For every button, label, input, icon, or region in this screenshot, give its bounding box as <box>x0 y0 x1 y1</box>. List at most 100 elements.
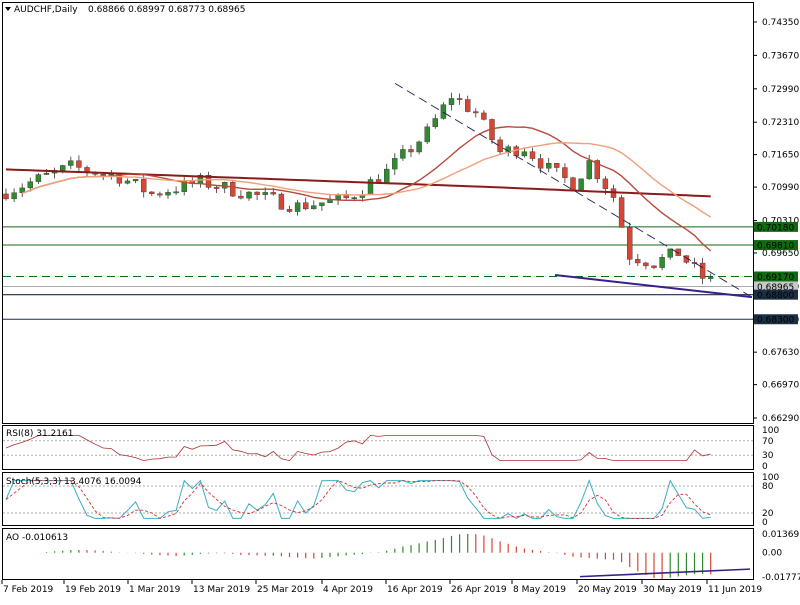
axis-layer: 0.74350 0.73670 0.72990 0.72310 0.71650 0.709… <box>1 18 800 595</box>
stoch-ytick-label: 20 <box>762 509 774 519</box>
candle-body <box>100 174 106 176</box>
level-label-bg <box>754 314 798 325</box>
rsi-panel-border <box>2 425 754 470</box>
chart-title-symbol: AUDCHF,Daily <box>14 5 78 15</box>
candle-body <box>481 112 487 120</box>
candle-body <box>76 160 82 168</box>
rsi-ytick-label: 30 <box>762 451 774 461</box>
chart-collapse-icon[interactable] <box>5 7 11 11</box>
price-ytick-label: 0.72990 <box>762 85 799 95</box>
candle-body <box>205 174 212 188</box>
candle-body <box>124 180 131 184</box>
candle-body <box>286 209 293 212</box>
xtick-label: 19 Feb 2019 <box>65 585 121 595</box>
candle-body <box>140 179 147 193</box>
xtick-label: 25 Mar 2019 <box>257 585 314 595</box>
candle-body <box>513 146 519 157</box>
candle-body <box>165 192 171 196</box>
level-label-bg <box>754 221 798 232</box>
candle-body <box>594 160 600 180</box>
candle-body <box>602 178 609 189</box>
candle-body <box>562 167 568 178</box>
price-ytick-label: 0.73670 <box>762 51 799 61</box>
candle-body <box>238 195 244 199</box>
level-label: 0.69170 <box>757 273 794 283</box>
xtick-label: 8 May 2019 <box>513 585 566 595</box>
candle-body <box>651 265 657 268</box>
rsi-ytick-label: 100 <box>762 426 779 436</box>
candle-body <box>691 262 698 264</box>
candle-body <box>424 126 430 143</box>
candle-body <box>35 174 42 182</box>
candle-body <box>537 158 544 169</box>
candle-body <box>465 99 471 112</box>
candle-body <box>230 182 236 197</box>
xtick-label: 4 Apr 2019 <box>323 585 373 595</box>
level-label: 0.68800 <box>757 291 794 301</box>
candle-body <box>68 160 74 166</box>
price-ytick-label: 0.74350 <box>762 18 799 28</box>
candle-body <box>132 179 139 182</box>
candle-body <box>521 151 528 157</box>
xtick-label: 20 May 2019 <box>578 585 637 595</box>
candle-body <box>43 172 50 175</box>
level-label: 0.68300 <box>757 316 794 326</box>
level-label-bg <box>754 289 798 300</box>
candle-body <box>108 174 115 176</box>
candle-body <box>708 277 714 279</box>
stoch-signal-line <box>5 480 711 519</box>
price-ytick-label: 0.71650 <box>762 151 799 161</box>
ao-ytick-label: 0.00 <box>762 549 782 559</box>
candle-body <box>319 202 325 206</box>
price-ytick-label: 0.67630 <box>762 348 799 358</box>
candle-body <box>351 197 357 199</box>
candle-body <box>416 141 422 153</box>
ma-slow-line <box>5 168 711 198</box>
candle-body <box>554 163 560 168</box>
price-ytick-label: 0.66970 <box>762 381 799 391</box>
ma-mid-line <box>21 125 712 252</box>
candle-body <box>529 151 536 159</box>
stoch-ytick-label: 80 <box>762 482 774 492</box>
price-ytick-label: 0.66290 <box>762 414 799 424</box>
ao-panel-border <box>2 528 754 580</box>
candle-body <box>635 259 641 264</box>
level-label: 0.70180 <box>757 223 794 233</box>
candle-body <box>570 177 576 192</box>
candle-body <box>213 187 220 189</box>
candle-body <box>262 192 268 195</box>
xtick-label: 16 Apr 2019 <box>387 585 443 595</box>
candle-body <box>456 98 463 100</box>
candle-body <box>311 205 317 210</box>
ao-ytick-label: 0.013697 <box>762 530 800 540</box>
stoch-ytick-label: 0 <box>762 518 768 528</box>
rsi-ytick-label: 70 <box>762 437 774 447</box>
candle-body <box>473 111 479 114</box>
candle-body <box>254 191 260 195</box>
candle-body <box>546 163 552 169</box>
candle-body <box>173 191 179 194</box>
level-label: 0.68965 <box>757 283 794 293</box>
price-ytick-label: 0.72310 <box>762 118 799 128</box>
rsi-label: RSI(8) 31.2161 <box>6 429 73 439</box>
candle-body <box>294 202 301 212</box>
candle-body <box>149 191 155 194</box>
candle-body <box>27 181 33 189</box>
xtick-label: 11 Jun 2019 <box>708 585 762 595</box>
osc-layer <box>3 434 753 580</box>
chart-title-ohlc: 0.68866 0.68997 0.68773 0.68965 <box>88 5 245 15</box>
candle-body <box>659 257 665 268</box>
stoch-ytick-label: 100 <box>762 473 779 483</box>
candle-body <box>400 149 406 159</box>
level-label-bg <box>754 271 798 282</box>
xtick-label: 30 May 2019 <box>643 585 702 595</box>
stoch-label: Stoch(5,3,3) 13.4076 16.0094 <box>6 477 142 487</box>
candle-body <box>432 118 438 128</box>
candle-body <box>586 160 592 180</box>
candle-body <box>384 168 390 184</box>
level-label-bg <box>754 281 798 292</box>
candle-body <box>221 182 228 189</box>
candle-body <box>667 248 673 258</box>
